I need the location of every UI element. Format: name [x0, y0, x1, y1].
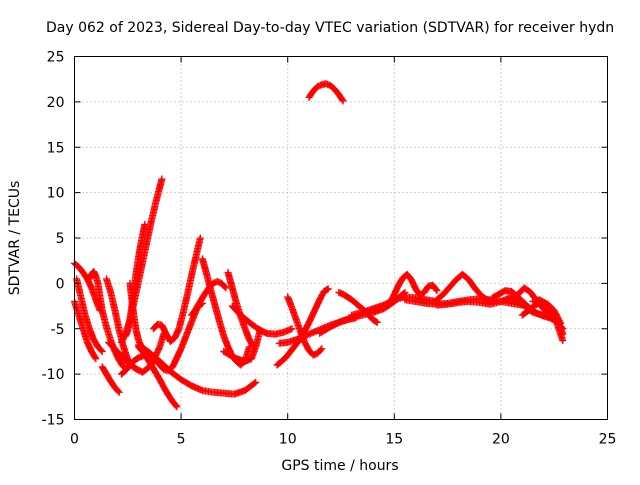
y-axis-label: SDTVAR / TECUs [7, 181, 23, 296]
series-arc-14 [134, 341, 260, 398]
data-point [97, 346, 105, 354]
series-arc-3 [73, 275, 106, 355]
series-arc-27 [386, 270, 441, 307]
data-point [91, 353, 99, 361]
series-arc-15 [188, 278, 230, 319]
data-point [222, 284, 230, 292]
series-arc-18 [220, 327, 264, 365]
y-tick-label: 25 [47, 50, 65, 66]
chart-title: Day 062 of 2023, Sidereal Day-to-day VTE… [46, 20, 614, 36]
data-point [559, 337, 567, 345]
data-point [158, 175, 166, 183]
data-point [372, 318, 380, 326]
data-points [71, 80, 567, 411]
y-tick-label: -15 [42, 413, 65, 429]
data-point [324, 285, 332, 293]
data-point [317, 346, 325, 354]
data-point [119, 362, 127, 370]
data-point [115, 388, 123, 396]
tick-marks [74, 56, 608, 420]
x-tick-label: 20 [492, 432, 510, 448]
data-point [173, 403, 181, 411]
y-tick-label: 10 [47, 186, 65, 202]
y-tick-label: 0 [56, 276, 65, 292]
data-point [338, 96, 346, 104]
series-arc-10 [117, 175, 166, 346]
data-point [172, 402, 180, 410]
series-arc-19 [228, 302, 296, 338]
data-point [221, 283, 229, 291]
series-arc-13 [117, 299, 206, 378]
x-tick-label: 15 [385, 432, 403, 448]
series-arc-5 [98, 363, 123, 396]
data-point [92, 355, 100, 363]
series-arc-12 [149, 234, 204, 345]
series-arc-23 [305, 80, 347, 105]
data-point [288, 325, 296, 333]
data-point [559, 330, 567, 338]
data-point [323, 286, 331, 294]
y-tick-label: -5 [51, 322, 65, 338]
data-point [432, 286, 440, 294]
data-point [98, 347, 106, 355]
y-tick-label: -10 [42, 367, 65, 383]
data-point [252, 378, 260, 386]
y-tick-label: 20 [47, 95, 65, 111]
x-tick-label: 10 [279, 432, 297, 448]
y-tick-labels: -15 -10 -5 0 5 10 15 20 25 [42, 50, 65, 429]
x-tick-labels: 0 5 10 15 20 25 [70, 432, 616, 448]
y-tick-label: 15 [47, 140, 65, 156]
data-point [433, 287, 441, 295]
x-tick-label: 5 [177, 432, 186, 448]
x-tick-label: 0 [70, 432, 79, 448]
data-point [114, 387, 122, 395]
x-tick-label: 25 [599, 432, 617, 448]
y-tick-label: 5 [56, 231, 65, 247]
x-axis-label: GPS time / hours [281, 458, 398, 474]
series-arc-34 [529, 296, 567, 338]
data-point [196, 234, 204, 242]
series-arc-20 [273, 285, 332, 369]
data-point [318, 345, 326, 353]
data-point [251, 379, 259, 387]
data-point [339, 97, 347, 105]
data-point [373, 318, 381, 326]
